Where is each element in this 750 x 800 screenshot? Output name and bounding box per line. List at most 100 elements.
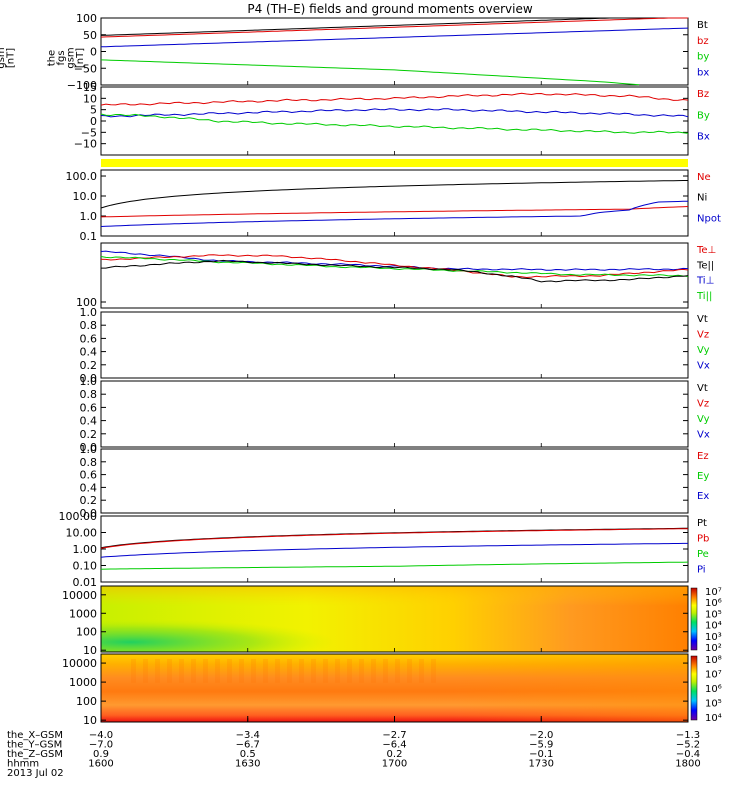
- panel-frame: [100, 169, 689, 237]
- panel-frame: [100, 380, 689, 448]
- series-line-bz: [100, 92, 689, 106]
- y-tick-label: 1000: [69, 676, 97, 689]
- x-axis-value: 0.5: [240, 749, 256, 760]
- panel-frame: [100, 311, 689, 379]
- y-tick-label: 100.0: [66, 170, 98, 183]
- series-line-ni: [100, 180, 688, 209]
- y-tick-label: 10: [83, 714, 97, 727]
- y-tick-label: 0.2: [80, 494, 98, 507]
- y-tick-label: 50: [83, 29, 97, 42]
- y-tick-label: −5: [81, 126, 97, 139]
- x-axis-value: −2.7: [382, 730, 406, 741]
- x-axis-value: 0.9: [93, 749, 109, 760]
- y-tick-label: 0.10: [73, 560, 98, 573]
- panel-frame: [100, 515, 689, 583]
- colorbar-tick-label: 10⁷: [705, 670, 722, 681]
- series-line-ne: [100, 206, 689, 218]
- legend-entry: Vx: [697, 430, 710, 441]
- spectrogram-stripe: [287, 659, 292, 683]
- colorbar-tick-label: 10⁶: [705, 684, 722, 695]
- x-axis-value: −2.0: [529, 730, 553, 741]
- legend-entry: Ne: [697, 172, 711, 183]
- y-tick-label: 10.00: [66, 527, 98, 540]
- y-tick-label: 0.2: [80, 359, 98, 372]
- y-axis-label-line: the: [46, 50, 57, 66]
- series-line-bt: [100, 17, 688, 36]
- x-axis-value: −6.4: [382, 740, 406, 751]
- legend-entry: bz: [697, 36, 709, 47]
- panel-6: 1.00.80.60.40.20.0thepeervelocitygsm[km/…: [80, 375, 710, 454]
- colorbar-tick-label: 10⁷: [705, 587, 722, 598]
- legend-entry: Pe: [697, 549, 709, 560]
- legend-entry: Pb: [697, 534, 709, 545]
- legend-entry: Ni: [697, 193, 707, 204]
- y-tick-label: 0.1: [80, 230, 98, 243]
- x-axis-row-label: hhmm: [7, 759, 39, 770]
- spectrogram-stripe: [347, 659, 352, 683]
- series-line-bz: [100, 17, 688, 38]
- legend-entry: Pt: [697, 518, 707, 529]
- legend-entry: Bz: [697, 89, 709, 100]
- spectrogram-stripe: [359, 659, 364, 683]
- panel-frame: [100, 17, 689, 86]
- colorbar: [690, 587, 698, 651]
- legend-entry: Te⊥: [696, 245, 716, 256]
- quality-flag-bar: [101, 159, 688, 167]
- colorbar-tick-label: 10⁵: [705, 699, 722, 710]
- colorbar-tick-label: 10²: [705, 643, 722, 654]
- series-line-ti: [100, 256, 689, 277]
- x-axis-value: −4.0: [89, 730, 113, 741]
- panel-4: 100moms[eV]Te⊥Te||Ti⊥Ti||: [76, 242, 716, 309]
- x-axis-value: −6.7: [236, 740, 260, 751]
- series-line-bx: [100, 27, 689, 48]
- y-tick-label: 10: [83, 92, 97, 105]
- figure-title: P4 (TH–E) fields and ground moments over…: [247, 2, 532, 16]
- y-tick-label: 1000: [69, 607, 97, 620]
- y-tick-label: −10: [74, 138, 97, 151]
- x-axis-value: 1600: [88, 759, 113, 770]
- spectrogram-stripe: [419, 659, 424, 683]
- series-line-by: [100, 59, 640, 86]
- legend-entry: Vz: [697, 399, 709, 410]
- x-axis-value: −5.9: [529, 740, 553, 751]
- spectrogram-stripe: [275, 659, 280, 683]
- y-axis-label-line: [nT]: [5, 48, 16, 68]
- legend-entry: Npot: [697, 213, 721, 224]
- x-axis-row-label: the_Y–GSM: [7, 740, 62, 751]
- y-tick-label: 1.0: [80, 443, 98, 456]
- series-line-te: [101, 259, 689, 283]
- spectrogram-stripe: [335, 659, 340, 683]
- legend-entry: Vz: [697, 330, 709, 341]
- ion-high-energy-band: [101, 586, 688, 652]
- panel-9: 10000100010010thepeirenefluxeV(cm²–s–sr–…: [62, 585, 722, 657]
- spectrogram-stripe: [383, 659, 388, 683]
- y-tick-label: 100: [76, 695, 97, 708]
- y-tick-label: 0: [90, 46, 97, 59]
- legend-entry: bx: [697, 67, 709, 78]
- y-tick-label: 0.0: [80, 372, 98, 385]
- legend-entry: Bt: [697, 20, 708, 31]
- series-line-pe: [100, 561, 689, 570]
- legend-entry: Bx: [697, 132, 710, 143]
- y-tick-label: 5: [90, 104, 97, 117]
- legend-entry: Vt: [697, 314, 708, 325]
- spectrogram-stripe: [311, 659, 316, 683]
- legend-entry: By: [697, 110, 710, 121]
- panel-8: 100.0010.001.000.100.01Pressure[nPa]PtPb…: [59, 510, 710, 589]
- x-axis-value: 1630: [235, 759, 260, 770]
- y-tick-label: 0.4: [80, 415, 98, 428]
- y-tick-label: −100: [67, 79, 97, 92]
- y-tick-label: 0.6: [80, 469, 98, 482]
- y-axis-label-line: gsm: [0, 47, 7, 68]
- spectrogram-stripe: [227, 659, 232, 683]
- spectrogram-stripe: [191, 659, 196, 683]
- legend-entry: by: [697, 52, 709, 63]
- y-axis-label-line: [nT]: [75, 48, 86, 68]
- colorbar-tick-label: 10⁴: [705, 713, 722, 724]
- y-tick-label: 1.00: [73, 543, 98, 556]
- y-tick-label: 0.4: [80, 481, 98, 494]
- y-tick-label: 10.0: [73, 190, 98, 203]
- spectrogram-stripe: [215, 659, 220, 683]
- x-axis-value: 1700: [382, 759, 407, 770]
